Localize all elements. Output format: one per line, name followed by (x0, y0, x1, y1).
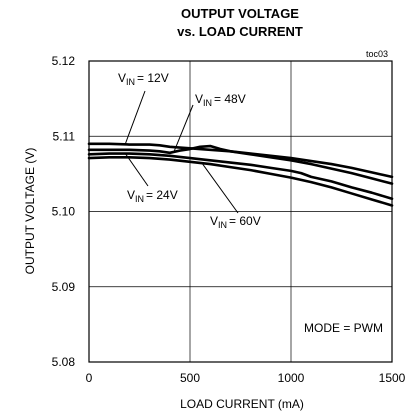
leader-60v (201, 163, 239, 214)
x-tick-label: 500 (180, 371, 200, 385)
series-line-24v (87, 152, 394, 201)
mode-annotation: MODE = PWM (304, 321, 383, 335)
series-line-60v (87, 156, 394, 207)
y-tick-label: 5.11 (53, 129, 76, 143)
label-leaders (124, 90, 239, 214)
series-label-60v-sub: IN (218, 220, 227, 230)
x-axis-ticks: 0 500 1000 1500 (86, 371, 406, 385)
plot-frame (88, 60, 393, 363)
series-label-48v-value: = 48V (214, 92, 246, 106)
series-label-24v: VIN = 24V (127, 188, 178, 204)
series-label-24v-base: V (127, 188, 135, 202)
series-label-48v-base: V (195, 92, 203, 106)
x-tick-label: 1000 (278, 371, 305, 385)
chart-title-line-1: OUTPUT VOLTAGE (181, 6, 299, 21)
series-label-48v: VIN = 48V (195, 92, 246, 108)
series-label-48v-sub: IN (203, 98, 212, 108)
series-label-12v: VIN = 12V (118, 71, 169, 87)
leader-12v (124, 90, 146, 144)
series-label-60v: VIN = 60V (210, 214, 261, 230)
chart-title-line-2: vs. LOAD CURRENT (177, 24, 303, 39)
series-label-60v-value: = 60V (229, 214, 261, 228)
chart-corner-note: toc03 (366, 49, 388, 59)
y-tick-label: 5.10 (52, 205, 76, 219)
chart-title: OUTPUT VOLTAGE vs. LOAD CURRENT (177, 6, 303, 39)
y-tick-label: 5.09 (52, 280, 76, 294)
y-axis-ticks: 5.08 5.09 5.10 5.11 5.12 (52, 54, 76, 369)
series-label-24v-sub: IN (135, 194, 144, 204)
series-label-12v-sub: IN (126, 77, 135, 87)
y-tick-label: 5.12 (52, 54, 76, 68)
y-tick-label: 5.08 (52, 355, 76, 369)
series-line-48v (87, 144, 394, 185)
leader-48v (173, 104, 194, 153)
series-label-60v-base: V (210, 214, 218, 228)
series-labels: VIN = 12V VIN = 48V VIN = 24V VIN = 60V (118, 71, 261, 230)
series-label-12v-value: = 12V (137, 71, 169, 85)
y-axis-label: OUTPUT VOLTAGE (V) (23, 148, 37, 275)
x-tick-label: 0 (86, 371, 93, 385)
series-layer (87, 142, 394, 207)
x-tick-label: 1500 (379, 371, 406, 385)
series-label-24v-value: = 24V (146, 188, 178, 202)
leader-24v (124, 153, 149, 187)
grid-lines (89, 61, 392, 362)
series-label-12v-base: V (118, 71, 126, 85)
x-axis-label: LOAD CURRENT (mA) (180, 397, 304, 411)
